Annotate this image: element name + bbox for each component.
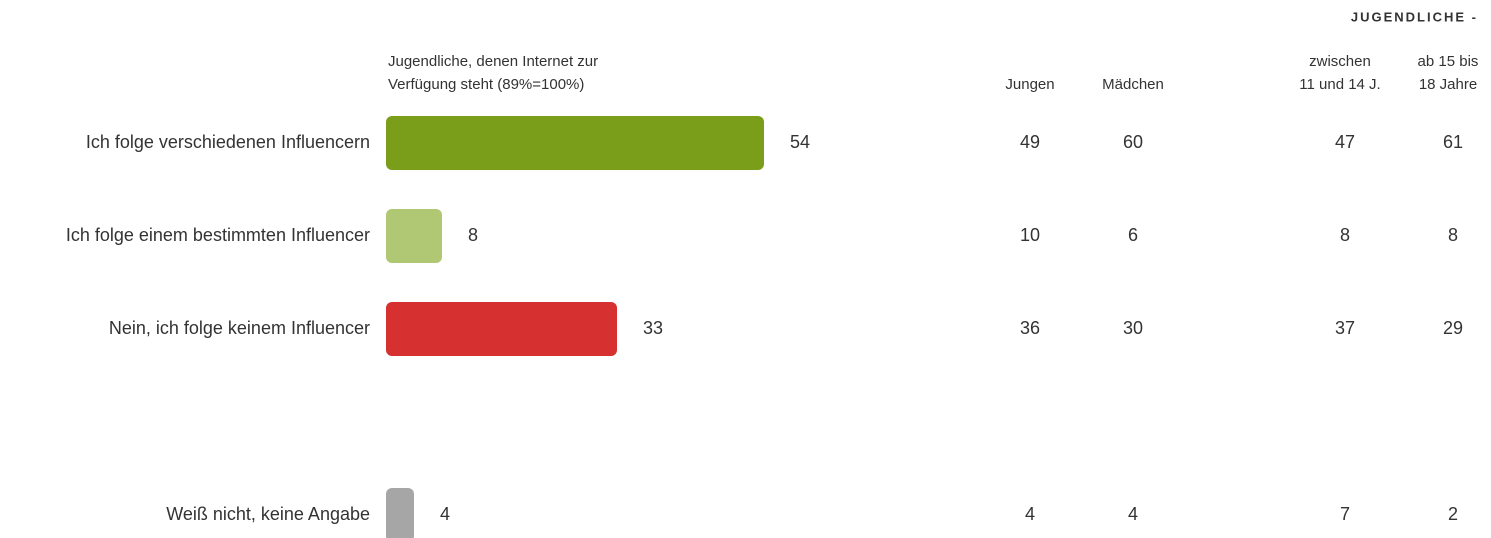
category-label: Ich folge verschiedenen Influencern	[86, 132, 370, 152]
group-label: JUGENDLICHE -	[1351, 9, 1478, 24]
column-header: 18 Jahre	[1419, 76, 1477, 93]
table-value: 30	[1123, 318, 1143, 338]
category-label: Ich folge einem bestimmten Influencer	[66, 225, 370, 245]
column-header: 11 und 14 J.	[1299, 76, 1380, 93]
table-value: 6	[1128, 225, 1138, 245]
table-value: 10	[1020, 225, 1040, 245]
table-value: 61	[1443, 132, 1463, 152]
table-value: 8	[1448, 225, 1458, 245]
bar	[386, 302, 617, 356]
table-value: 7	[1340, 504, 1350, 524]
table-value: 2	[1448, 504, 1458, 524]
table-value: 4	[1025, 504, 1035, 524]
value-label: 8	[468, 225, 478, 245]
bar	[386, 209, 442, 263]
bar	[386, 488, 414, 538]
table-value: 60	[1123, 132, 1143, 152]
bar	[386, 116, 764, 170]
category-label: Weiß nicht, keine Angabe	[166, 504, 370, 524]
value-label: 4	[440, 504, 450, 524]
table-value: 37	[1335, 318, 1355, 338]
value-label: 33	[643, 318, 663, 338]
column-header: Jungen	[1005, 76, 1054, 93]
column-header: ab 15 bis	[1418, 53, 1479, 70]
measure-label: Jugendliche, denen Internet zur	[388, 53, 598, 70]
column-header: zwischen	[1309, 53, 1371, 70]
table-value: 4	[1128, 504, 1138, 524]
table-value: 8	[1340, 225, 1350, 245]
table-value: 29	[1443, 318, 1463, 338]
table-value: 36	[1020, 318, 1040, 338]
table-value: 49	[1020, 132, 1040, 152]
table-value: 47	[1335, 132, 1355, 152]
category-label: Nein, ich folge keinem Influencer	[109, 318, 370, 338]
column-header: Mädchen	[1102, 76, 1164, 93]
value-label: 54	[790, 132, 810, 152]
measure-label: Verfügung steht (89%=100%)	[388, 76, 584, 93]
